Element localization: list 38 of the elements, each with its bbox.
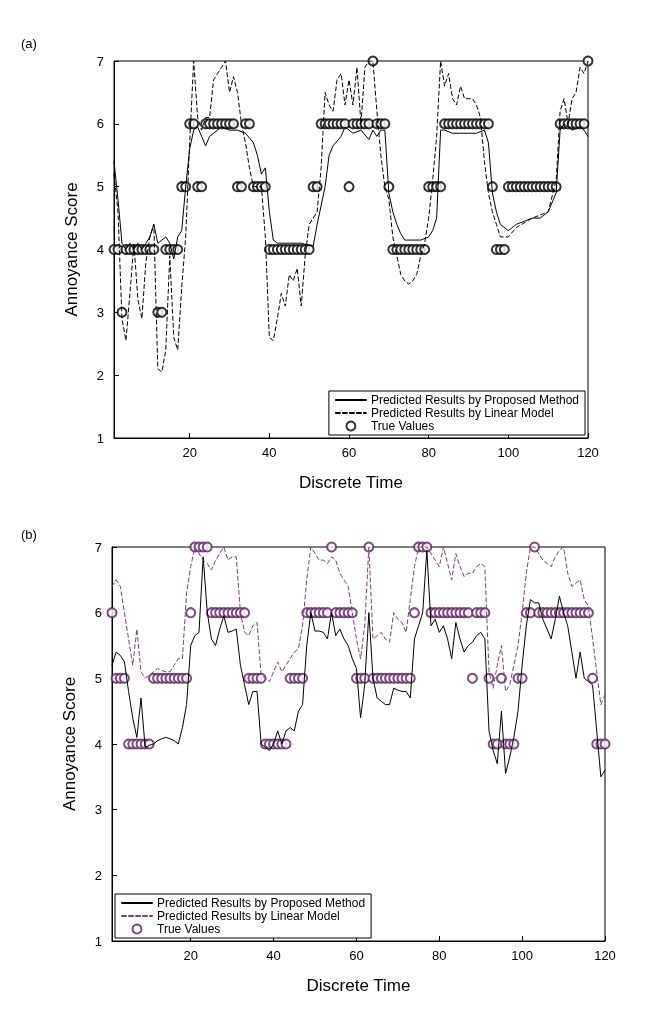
legend-label: Predicted Results by Proposed Method (370, 393, 580, 407)
x-tick-label: 60 (341, 445, 357, 460)
x-tick-label: 120 (594, 948, 616, 963)
x-tick-label: 20 (182, 445, 197, 460)
x-tick-label: 40 (266, 948, 281, 963)
y-tick-label: 6 (94, 605, 102, 621)
legend-label: Predicted Results by Linear Model (157, 909, 340, 923)
y-tick-label: 4 (94, 736, 102, 752)
x-tick-label: 80 (432, 948, 447, 963)
y-axis-title: Annoyance Score (62, 182, 81, 317)
y-tick-label: 1 (94, 933, 102, 949)
chart-title: (a) (21, 36, 37, 51)
x-tick-label: 100 (511, 948, 533, 963)
legend-label: True Values (157, 922, 221, 936)
x-tick-label: 20 (183, 948, 198, 963)
y-tick-label: 3 (94, 802, 102, 818)
legend-label: Predicted Results by Proposed Method (157, 896, 366, 910)
y-axis-title: Annoyance Score (60, 676, 79, 812)
y-tick-label: 6 (96, 116, 104, 132)
y-tick-label: 4 (96, 242, 104, 257)
chart-title: (b) (21, 527, 37, 542)
legend-label: Predicted Results by Linear Model (370, 406, 554, 420)
x-tick-label: 120 (577, 445, 599, 460)
x-tick-label: 60 (349, 948, 364, 963)
x-tick-label: 100 (497, 445, 520, 460)
x-tick-label: 80 (421, 445, 436, 460)
y-tick-label: 3 (96, 304, 104, 320)
x-axis-title: Discrete Time (306, 976, 411, 995)
legend-label: True Values (370, 419, 435, 433)
y-tick-label: 7 (96, 53, 104, 69)
y-tick-label: 5 (94, 670, 102, 686)
x-tick-label: 40 (262, 445, 277, 460)
y-tick-label: 5 (96, 179, 104, 195)
y-tick-label: 1 (96, 430, 104, 446)
y-tick-label: 7 (94, 539, 102, 555)
y-tick-label: 2 (94, 867, 102, 883)
x-axis-title: Discrete Time (299, 473, 403, 492)
y-tick-label: 2 (96, 367, 104, 383)
